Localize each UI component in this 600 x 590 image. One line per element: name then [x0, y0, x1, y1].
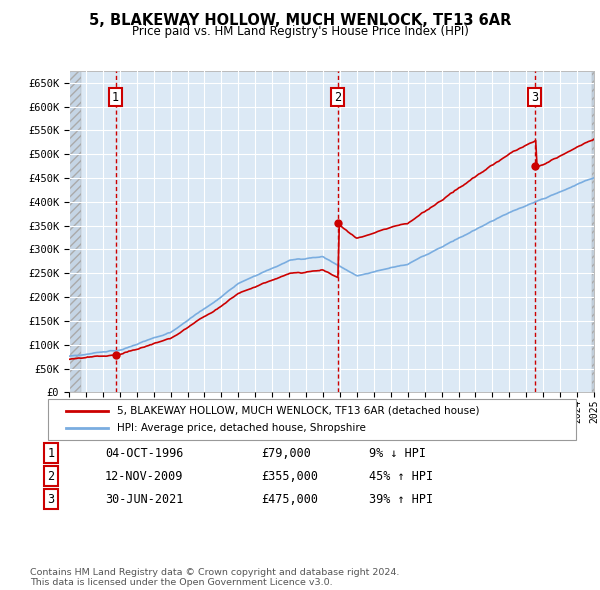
- Text: 30-JUN-2021: 30-JUN-2021: [105, 493, 184, 506]
- Text: 1: 1: [112, 90, 119, 103]
- Text: HPI: Average price, detached house, Shropshire: HPI: Average price, detached house, Shro…: [117, 423, 366, 433]
- Text: £355,000: £355,000: [261, 470, 318, 483]
- Text: 45% ↑ HPI: 45% ↑ HPI: [369, 470, 433, 483]
- Text: 2: 2: [334, 90, 341, 103]
- Text: £475,000: £475,000: [261, 493, 318, 506]
- Text: Contains HM Land Registry data © Crown copyright and database right 2024.
This d: Contains HM Land Registry data © Crown c…: [30, 568, 400, 587]
- Text: 5, BLAKEWAY HOLLOW, MUCH WENLOCK, TF13 6AR (detached house): 5, BLAKEWAY HOLLOW, MUCH WENLOCK, TF13 6…: [117, 406, 479, 416]
- Text: 1: 1: [47, 447, 55, 460]
- Text: 3: 3: [47, 493, 55, 506]
- Text: 3: 3: [531, 90, 538, 103]
- Text: 12-NOV-2009: 12-NOV-2009: [105, 470, 184, 483]
- Text: 39% ↑ HPI: 39% ↑ HPI: [369, 493, 433, 506]
- Text: 2: 2: [47, 470, 55, 483]
- Text: 9% ↓ HPI: 9% ↓ HPI: [369, 447, 426, 460]
- Text: 04-OCT-1996: 04-OCT-1996: [105, 447, 184, 460]
- Text: 5, BLAKEWAY HOLLOW, MUCH WENLOCK, TF13 6AR: 5, BLAKEWAY HOLLOW, MUCH WENLOCK, TF13 6…: [89, 13, 511, 28]
- Text: £79,000: £79,000: [261, 447, 311, 460]
- Text: Price paid vs. HM Land Registry's House Price Index (HPI): Price paid vs. HM Land Registry's House …: [131, 25, 469, 38]
